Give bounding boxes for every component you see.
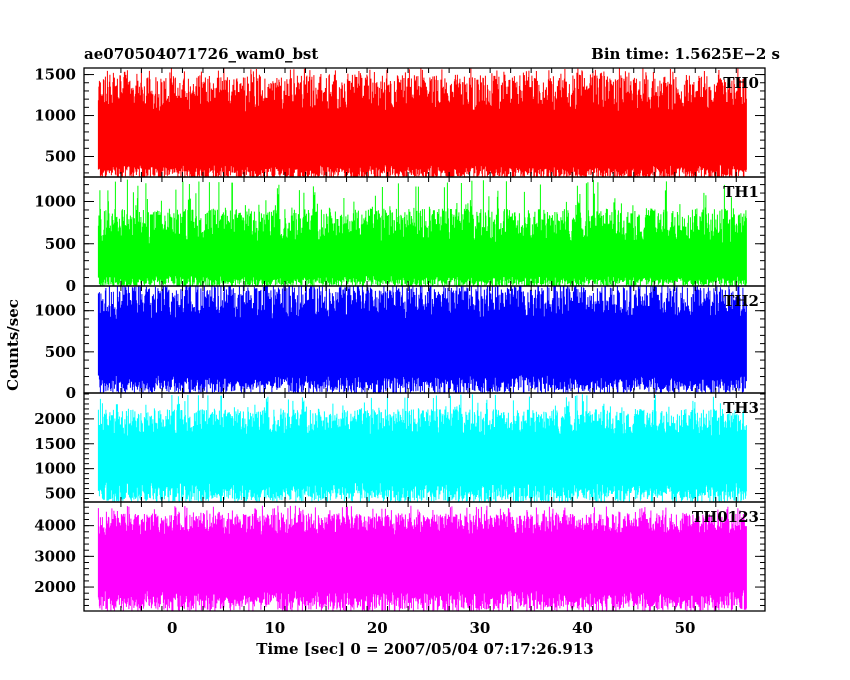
x-tick-label: 40 — [572, 619, 593, 637]
y-tick-label: 500 — [45, 235, 76, 253]
y-tick-label: 2000 — [34, 578, 76, 596]
x-tick-label: 10 — [264, 619, 285, 637]
y-tick-label: 1500 — [34, 66, 76, 84]
chart-title-left: ae070504071726_wam0_bst — [84, 45, 318, 63]
panel-th0123-data — [97, 505, 747, 611]
panel-label-th2: TH2 — [723, 292, 759, 310]
y-tick-label: 500 — [45, 485, 76, 503]
panel-th0-data — [97, 68, 747, 177]
panel-label-th3: TH3 — [723, 399, 759, 417]
y-tick-label: 1500 — [34, 435, 76, 453]
series-th2-line — [97, 286, 747, 393]
y-tick-label: 3000 — [34, 547, 76, 565]
y-tick-label: 2000 — [34, 410, 76, 428]
panel-th2-data — [97, 286, 747, 393]
panel-label-th0: TH0 — [723, 74, 759, 92]
y-axis-label: Counts/sec — [4, 299, 22, 391]
panel-label-th1: TH1 — [723, 183, 759, 201]
y-tick-label: 1000 — [34, 302, 76, 320]
y-tick-label: 500 — [45, 343, 76, 361]
x-tick-label: 30 — [469, 619, 490, 637]
y-tick-label: 0 — [66, 384, 76, 402]
panel-label-th0123: TH0123 — [692, 508, 759, 526]
y-tick-label: 1000 — [34, 460, 76, 478]
x-tick-label: 50 — [675, 619, 696, 637]
y-tick-label: 500 — [45, 148, 76, 166]
panel-th3-data — [97, 394, 747, 502]
y-tick-label: 1000 — [34, 193, 76, 211]
series-th0123-line — [97, 505, 747, 611]
series-th3-line — [97, 394, 747, 502]
panel-th1-data — [97, 179, 747, 286]
y-tick-label: 0 — [66, 277, 76, 295]
x-tick-label: 0 — [167, 619, 177, 637]
x-tick-label: 20 — [367, 619, 388, 637]
chart-title-right: Bin time: 1.5625E−2 s — [591, 45, 780, 63]
x-axis-label: Time [sec] 0 = 2007/05/04 07:17:26.913 — [256, 640, 593, 658]
y-tick-label: 4000 — [34, 517, 76, 535]
y-tick-label: 1000 — [34, 107, 76, 125]
series-th1-line — [97, 179, 747, 286]
series-th0-line — [97, 68, 747, 177]
